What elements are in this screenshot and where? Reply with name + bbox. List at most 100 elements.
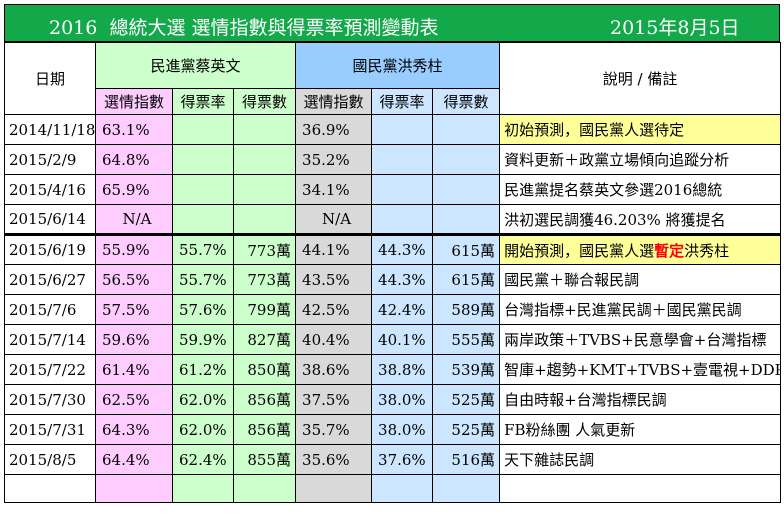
cell-dpp-rate: 62.0% <box>172 414 234 445</box>
cell-kmt-votes: 589萬 <box>432 294 501 325</box>
empty-cell <box>95 474 173 503</box>
cell-kmt-votes: 555萬 <box>432 324 501 355</box>
table-row: 2015/7/31 64.3% 62.0% 856萬 35.7% 38.0% 525萬 FB粉… <box>4 414 782 445</box>
cell-kmt-index: 42.5% <box>295 294 373 325</box>
cell-dpp-rate: 62.0% <box>172 384 234 415</box>
note-pre-text: FB粉絲團 人氣更新 <box>504 421 636 439</box>
cell-kmt-rate: 38.0% <box>371 414 434 445</box>
cell-kmt-votes: 516萬 <box>432 444 501 475</box>
cell-kmt-index: 43.5% <box>295 264 373 295</box>
cell-dpp-votes: 799萬 <box>232 294 297 325</box>
cell-dpp-rate: 57.6% <box>172 294 234 325</box>
cell-kmt-rate: 44.3% <box>371 233 434 265</box>
title-text: 2016 總統大選 選情指數與得票率預測變動表 <box>49 17 439 39</box>
table-row: 2015/2/9 64.8% 35.2% 資料更新＋政黨立場傾向追蹤分析 <box>4 144 782 175</box>
header-kmt-votes: 得票數 <box>432 88 501 115</box>
cell-kmt-votes: 615萬 <box>432 233 501 265</box>
cell-note: 資料更新＋政黨立場傾向追蹤分析 <box>499 144 782 175</box>
note-pre-text: 台灣指標+民進黨民調＋國民黨民調 <box>504 301 742 319</box>
cell-kmt-rate <box>371 174 434 205</box>
cell-date: 2015/4/16 <box>4 174 96 205</box>
cell-dpp-index: N/A <box>95 204 173 235</box>
table-row: 2015/4/16 65.9% 34.1% 民進黨提名蔡英文參選2016總統 <box>4 174 782 205</box>
table-row: 2015/7/30 62.5% 62.0% 856萬 37.5% 38.0% 525萬 自由時… <box>4 384 782 415</box>
cell-dpp-votes <box>232 144 297 175</box>
cell-kmt-votes <box>432 114 501 145</box>
title-bar: 2016 總統大選 選情指數與得票率預測變動表 2015年8月5日 <box>4 4 780 42</box>
cell-dpp-rate: 61.2% <box>172 354 234 385</box>
cell-kmt-index: 35.2% <box>295 144 373 175</box>
cell-note: 洪初選民調獲46.203% 將獲提名 <box>499 204 782 235</box>
table-row: 2015/6/14 N/A N/A 洪初選民調獲46.203% 將獲提名 <box>4 204 782 235</box>
cell-note: 開始預測，國民黨人選暫定洪秀柱 <box>499 233 782 265</box>
empty-cell <box>371 474 434 503</box>
note-pre-text: 開始預測，國民黨人選 <box>504 241 655 260</box>
cell-kmt-votes: 525萬 <box>432 414 501 445</box>
table-row: 2014/11/18 63.1% 36.9% 初始預測，國民黨人選待定 <box>4 114 782 145</box>
note-pre-text: 智庫+趨勢+KMT+TVBS+壹電視+DDP <box>504 361 781 379</box>
cell-date: 2015/7/22 <box>4 354 96 385</box>
cell-note: FB粉絲團 人氣更新 <box>499 414 782 445</box>
cell-kmt-rate: 42.4% <box>371 294 434 325</box>
cell-note: 民進黨提名蔡英文參選2016總統 <box>499 174 782 205</box>
forecast-table: 日期 民進黨蔡英文 國民黨洪秀柱 說明 / 備註 選情指數 得票率 得票數 選情… <box>4 42 782 503</box>
header-date: 日期 <box>4 42 96 115</box>
cell-kmt-rate: 38.8% <box>371 354 434 385</box>
header-kmt-index: 選情指數 <box>295 88 373 115</box>
note-pre-text: 天下雜誌民調 <box>504 451 595 469</box>
cell-kmt-rate <box>371 204 434 235</box>
empty-cell <box>499 474 782 503</box>
cell-kmt-rate: 40.1% <box>371 324 434 355</box>
note-post-text: 洪秀柱 <box>684 241 730 260</box>
table-row: 2015/8/5 64.4% 62.4% 855萬 35.6% 37.6% 516萬 天下雜誌… <box>4 444 782 475</box>
cell-date: 2015/7/6 <box>4 294 96 325</box>
table-row: 2015/7/22 61.4% 61.2% 850萬 38.6% 38.8% 539萬 智庫+… <box>4 354 782 385</box>
cell-dpp-votes: 856萬 <box>232 414 297 445</box>
cell-dpp-votes: 773萬 <box>232 264 297 295</box>
cell-dpp-rate <box>172 174 234 205</box>
empty-cell <box>432 474 501 503</box>
cell-kmt-rate <box>371 114 434 145</box>
cell-note: 天下雜誌民調 <box>499 444 782 475</box>
cell-dpp-rate: 59.9% <box>172 324 234 355</box>
cell-date: 2014/11/18 <box>4 114 96 145</box>
cell-kmt-rate: 37.6% <box>371 444 434 475</box>
cell-kmt-rate: 44.3% <box>371 264 434 295</box>
cell-dpp-votes <box>232 204 297 235</box>
table-row: 2015/6/27 56.5% 55.7% 773萬 43.5% 44.3% 615萬 國民黨… <box>4 264 782 295</box>
empty-cell <box>295 474 373 503</box>
cell-dpp-index: 56.5% <box>95 264 173 295</box>
cell-date: 2015/7/30 <box>4 384 96 415</box>
cell-dpp-rate <box>172 114 234 145</box>
cell-kmt-votes: 525萬 <box>432 384 501 415</box>
cell-dpp-votes: 855萬 <box>232 444 297 475</box>
note-pre-text: 兩岸政策＋TVBS+民意學會+台灣指標 <box>504 331 767 349</box>
empty-row <box>4 474 782 503</box>
cell-dpp-index: 63.1% <box>95 114 173 145</box>
table-row: 2015/6/19 55.9% 55.7% 773萬 44.1% 44.3% 615萬 開始預… <box>4 233 782 265</box>
cell-dpp-index: 64.8% <box>95 144 173 175</box>
cell-date: 2015/8/5 <box>4 444 96 475</box>
cell-kmt-index: 35.7% <box>295 414 373 445</box>
cell-kmt-index: N/A <box>295 204 373 235</box>
empty-cell <box>232 474 297 503</box>
note-pre-text: 國民黨＋聯合報民調 <box>504 271 640 289</box>
cell-note: 兩岸政策＋TVBS+民意學會+台灣指標 <box>499 324 782 355</box>
cell-dpp-rate: 55.7% <box>172 233 234 265</box>
header-kmt-rate: 得票率 <box>371 88 434 115</box>
header-dpp-rate: 得票率 <box>172 88 234 115</box>
cell-dpp-rate <box>172 144 234 175</box>
note-pre-text: 自由時報+台灣指標民調 <box>504 391 667 409</box>
cell-dpp-index: 59.6% <box>95 324 173 355</box>
cell-kmt-index: 36.9% <box>295 114 373 145</box>
empty-cell <box>172 474 234 503</box>
header-kmt: 國民黨洪秀柱 <box>295 42 501 89</box>
cell-kmt-index: 44.1% <box>295 233 373 265</box>
cell-kmt-votes <box>432 174 501 205</box>
cell-kmt-index: 40.4% <box>295 324 373 355</box>
cell-dpp-votes: 850萬 <box>232 354 297 385</box>
cell-note: 台灣指標+民進黨民調＋國民黨民調 <box>499 294 782 325</box>
title-date: 2015年8月5日 <box>610 17 740 39</box>
cell-kmt-index: 34.1% <box>295 174 373 205</box>
cell-dpp-votes: 856萬 <box>232 384 297 415</box>
